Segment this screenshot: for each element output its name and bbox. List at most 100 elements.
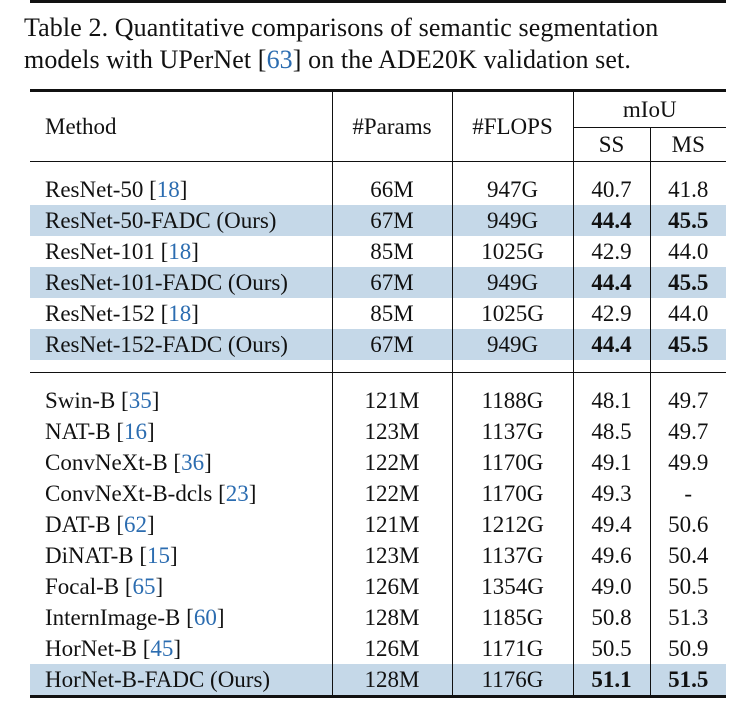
cell-params: 123M	[332, 540, 453, 571]
header-method: Method	[30, 89, 333, 162]
cell-ss: 50.8	[573, 602, 651, 633]
method-name: Swin-B	[45, 388, 116, 413]
caption-text-after: ] on the ADE20K validation set.	[292, 45, 631, 74]
cell-method: NAT-B [16]	[30, 416, 333, 447]
cell-params: 121M	[332, 509, 453, 540]
spacer-cell	[332, 373, 453, 385]
cell-ms: 41.8	[668, 177, 709, 202]
method-citation-link[interactable]: 16	[124, 419, 148, 444]
citation-bracket: [	[110, 512, 125, 537]
table-row: DiNAT-B [15] 123M 1137G 49.6 50.4	[30, 540, 726, 571]
cell-method: DAT-B [62]	[30, 509, 333, 540]
cell-ms: 44.0	[668, 239, 709, 264]
cell-flops: 1354G	[452, 571, 574, 602]
cell-flops: 1137G	[452, 540, 574, 571]
spacer-cell	[30, 373, 333, 385]
cell-method: DiNAT-B [15]	[30, 540, 333, 571]
group-separator	[30, 372, 727, 373]
cell-ms: 51.3	[668, 605, 709, 630]
citation-bracket: [	[143, 177, 157, 202]
cell-params: 122M	[332, 478, 453, 509]
method-name: ResNet-152-FADC (Ours)	[45, 332, 288, 357]
separator-cell	[30, 372, 332, 373]
cell-ms: 45.5	[650, 205, 727, 236]
top-rule	[30, 0, 726, 3]
separator-cell	[650, 372, 727, 373]
cell-ss: 44.4	[573, 205, 651, 236]
separator-cell	[452, 372, 573, 373]
cell-ms: 51.5	[650, 664, 727, 698]
method-name: ResNet-50-FADC (Ours)	[45, 208, 277, 233]
citation-bracket: ]	[248, 481, 257, 506]
cell-method: ConvNeXt-B [36]	[30, 447, 333, 478]
cell-ms: 49.7	[668, 419, 709, 444]
method-citation-link[interactable]: 18	[156, 177, 180, 202]
method-citation-link[interactable]: 62	[124, 512, 148, 537]
method-name: DiNAT-B	[45, 543, 134, 568]
row-spacer	[30, 161, 726, 174]
spacer-cell	[452, 360, 574, 373]
results-table: Method #Params #FLOPS mIoU SS MS ResNet-…	[30, 89, 727, 698]
cell-ms: 50.9	[668, 636, 709, 661]
cell-flops: 1185G	[452, 602, 574, 633]
citation-bracket: [	[115, 388, 129, 413]
cell-ss: 42.9	[573, 236, 651, 267]
citation-bracket: ]	[191, 301, 199, 326]
spacer-cell	[573, 161, 651, 174]
citation-bracket: [	[154, 239, 169, 264]
table-row: ResNet-152 [18] 85M 1025G 42.9 44.0	[30, 298, 726, 329]
spacer-cell	[452, 161, 574, 174]
spacer-cell	[573, 373, 651, 385]
table-row: NAT-B [16] 123M 1137G 48.5 49.7	[30, 416, 726, 447]
citation-bracket: [	[119, 574, 133, 599]
method-name: HorNet-B-FADC (Ours)	[45, 667, 271, 692]
table-row: Swin-B [35] 121M 1188G 48.1 49.7	[30, 385, 726, 416]
cell-flops: 1170G	[452, 478, 574, 509]
cell-ss: 48.1	[573, 385, 651, 416]
cell-ms: 45.5	[650, 329, 727, 360]
method-citation-link[interactable]: 15	[147, 543, 171, 568]
table-row: DAT-B [62] 121M 1212G 49.4 50.6	[30, 509, 726, 540]
table-row: ResNet-50 [18] 66M 947G 40.7 41.8	[30, 174, 726, 205]
results-table-container: Method #Params #FLOPS mIoU SS MS ResNet-…	[30, 89, 727, 698]
method-citation-link[interactable]: 45	[150, 636, 174, 661]
cell-ss: 48.5	[573, 416, 651, 447]
citation-bracket: ]	[173, 636, 182, 661]
method-name: NAT-B	[45, 419, 111, 444]
method-citation-link[interactable]: 36	[181, 450, 205, 475]
cell-ms: -	[684, 481, 693, 506]
citation-bracket: [	[154, 301, 169, 326]
cell-params: 122M	[332, 447, 453, 478]
table-row: HorNet-B [45] 126M 1171G 50.5 50.9	[30, 633, 726, 664]
method-citation-link[interactable]: 65	[132, 574, 156, 599]
spacer-cell	[650, 373, 726, 385]
method-citation-link[interactable]: 60	[193, 605, 217, 630]
method-citation-link[interactable]: 23	[225, 481, 249, 506]
cell-flops: 1025G	[452, 298, 574, 329]
cell-method: ResNet-152-FADC (Ours)	[30, 329, 333, 360]
citation-bracket: ]	[147, 512, 155, 537]
cell-flops: 1171G	[452, 633, 574, 664]
cell-method: Swin-B [35]	[30, 385, 333, 416]
cell-params: 85M	[332, 236, 453, 267]
method-name: ConvNeXt-B-dcls	[45, 481, 213, 506]
cell-flops: 1025G	[452, 236, 574, 267]
method-citation-link[interactable]: 18	[168, 239, 192, 264]
spacer-cell	[573, 360, 651, 373]
method-citation-link[interactable]: 35	[128, 388, 152, 413]
method-name: DAT-B	[45, 512, 111, 537]
cell-flops: 1170G	[452, 447, 574, 478]
citation-bracket: ]	[155, 574, 164, 599]
spacer-cell	[30, 360, 333, 373]
cell-params: 128M	[332, 664, 453, 698]
table-row: ConvNeXt-B [36] 122M 1170G 49.1 49.9	[30, 447, 726, 478]
citation-bracket: [	[167, 450, 182, 475]
cell-method: Focal-B [65]	[30, 571, 333, 602]
method-citation-link[interactable]: 18	[168, 301, 192, 326]
caption-citation-link[interactable]: 63	[266, 45, 293, 74]
cell-flops: 949G	[452, 205, 574, 236]
citation-bracket: ]	[179, 177, 188, 202]
spacer-cell	[452, 373, 574, 385]
cell-ms: 44.0	[668, 301, 709, 326]
